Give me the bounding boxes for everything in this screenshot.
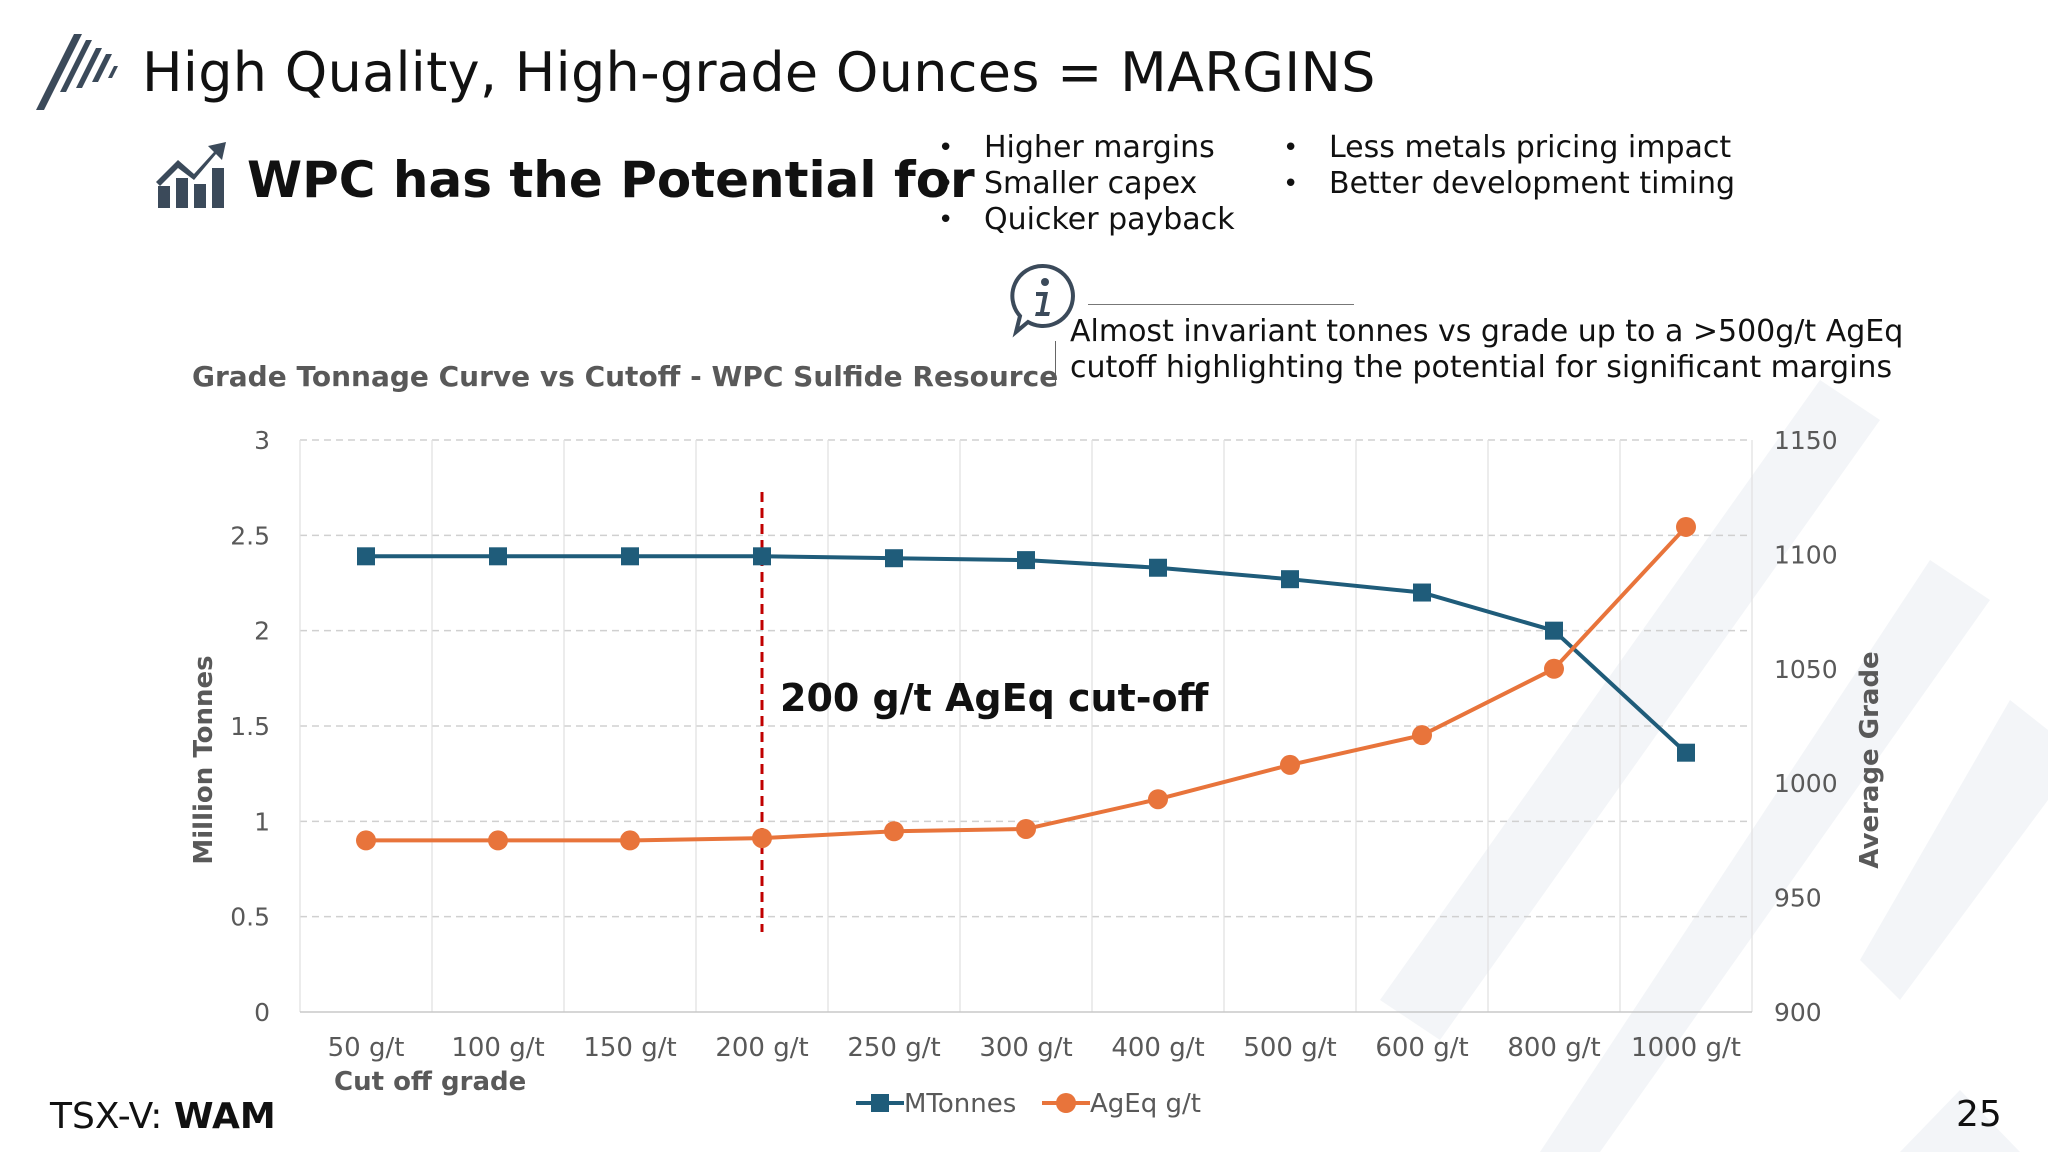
mtonnes-marker xyxy=(753,547,771,565)
y-tick-label: 1 xyxy=(254,807,270,836)
y-tick-label: 2 xyxy=(254,617,270,646)
grid-layer xyxy=(300,440,1752,1012)
x-tick-label: 1000 g/t xyxy=(1631,1033,1741,1063)
y2-tick-label: 900 xyxy=(1774,998,1822,1027)
legend-label-ageq: AgEq g/t xyxy=(1090,1089,1201,1119)
y2-tick-label: 950 xyxy=(1774,884,1822,913)
mtonnes-marker xyxy=(1281,570,1299,588)
x-tick-label: 150 g/t xyxy=(583,1033,676,1063)
y-tick-label: 0.5 xyxy=(230,903,270,932)
y2-tick-label: 1000 xyxy=(1774,769,1838,798)
legend-marker-mtonnes xyxy=(871,1094,889,1112)
y2-axis-label: Average Grade xyxy=(1855,651,1885,868)
grade-tonnage-chart: 0 0.5 1 1.5 2 2.5 3 900 950 1000 1050 1100 1150 50 g/… xyxy=(0,0,2048,1152)
ticker-symbol: WAM xyxy=(174,1096,276,1137)
x-tick-label: 500 g/t xyxy=(1243,1033,1336,1063)
cutoff-label: 200 g/t AgEq cut-off xyxy=(780,676,1210,720)
ageq-marker xyxy=(1676,517,1696,537)
y-tick-label: 0 xyxy=(254,998,270,1027)
y-tick-label: 1.5 xyxy=(230,712,270,741)
mtonnes-marker xyxy=(1017,551,1035,569)
ticker-prefix: TSX-V: xyxy=(50,1096,174,1137)
y-tick-label: 3 xyxy=(254,426,270,455)
ageq-marker xyxy=(1016,819,1036,839)
axis-layer: 0 0.5 1 1.5 2 2.5 3 900 950 1000 1050 1100 1150 50 g/… xyxy=(230,426,1837,1063)
mtonnes-marker xyxy=(489,547,507,565)
mtonnes-marker xyxy=(357,547,375,565)
ticker: TSX-V: WAM xyxy=(50,1096,276,1137)
x-tick-label: 200 g/t xyxy=(715,1033,808,1063)
ageq-marker xyxy=(884,821,904,841)
y2-tick-label: 1050 xyxy=(1774,655,1838,684)
legend-marker-ageq xyxy=(1056,1093,1076,1113)
x-tick-label: 50 g/t xyxy=(328,1033,405,1063)
ageq-marker xyxy=(488,830,508,850)
ageq-marker xyxy=(1412,725,1432,745)
x-tick-label: 300 g/t xyxy=(979,1033,1072,1063)
x-tick-label: 400 g/t xyxy=(1111,1033,1204,1063)
y2-tick-label: 1100 xyxy=(1774,540,1838,569)
x-tick-label: 250 g/t xyxy=(847,1033,940,1063)
ageq-marker xyxy=(620,830,640,850)
y2-tick-label: 1150 xyxy=(1774,426,1838,455)
mtonnes-marker xyxy=(1677,744,1695,762)
ageq-marker xyxy=(752,828,772,848)
ageq-marker xyxy=(1544,659,1564,679)
mtonnes-marker xyxy=(1149,559,1167,577)
ageq-marker xyxy=(1280,755,1300,775)
x-tick-label: 800 g/t xyxy=(1507,1033,1600,1063)
mtonnes-marker xyxy=(1413,584,1431,602)
mtonnes-marker xyxy=(621,547,639,565)
legend: MTonnes AgEq g/t xyxy=(856,1089,1201,1119)
mtonnes-marker xyxy=(1545,622,1563,640)
x-tick-label: 100 g/t xyxy=(451,1033,544,1063)
x-tick-label: 600 g/t xyxy=(1375,1033,1468,1063)
page-number: 25 xyxy=(1956,1094,2002,1135)
y-axis-label: Million Tonnes xyxy=(189,655,219,864)
x-axis-label: Cut off grade xyxy=(334,1067,526,1097)
legend-label-mtonnes: MTonnes xyxy=(904,1089,1016,1119)
ageq-marker xyxy=(1148,789,1168,809)
y-tick-label: 2.5 xyxy=(230,521,270,550)
ageq-marker xyxy=(356,830,376,850)
mtonnes-marker xyxy=(885,549,903,567)
